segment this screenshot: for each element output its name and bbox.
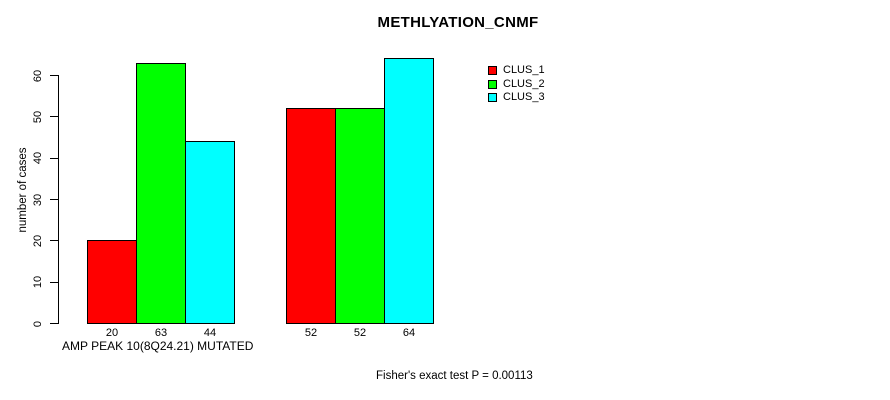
legend-label: CLUS_2 bbox=[503, 77, 545, 90]
y-tick-mark bbox=[50, 75, 58, 76]
y-tick-mark bbox=[50, 323, 58, 324]
legend-item: CLUS_2 bbox=[488, 77, 545, 90]
bar-clus_2-group1 bbox=[136, 62, 186, 324]
y-tick-mark bbox=[50, 157, 58, 159]
bar-clus_3-group2 bbox=[384, 58, 434, 324]
chart-title: METHLYATION_CNMF bbox=[377, 14, 539, 31]
bar-value-label: 20 bbox=[105, 327, 119, 339]
legend-swatch bbox=[488, 79, 497, 89]
x-axis-label: AMP PEAK 10(8Q24.21) MUTATED bbox=[62, 339, 254, 353]
bar-clus_1-group2 bbox=[286, 108, 336, 324]
legend-item: CLUS_3 bbox=[488, 91, 545, 104]
y-tick-mark bbox=[50, 116, 58, 118]
y-tick-mark bbox=[50, 240, 58, 242]
y-tick-label: 0 bbox=[32, 320, 44, 327]
y-tick-label: 60 bbox=[32, 69, 44, 82]
y-tick-label: 30 bbox=[32, 193, 44, 206]
bar-value-label: 63 bbox=[154, 327, 168, 339]
y-tick-label: 20 bbox=[32, 234, 44, 247]
legend-label: CLUS_1 bbox=[503, 64, 545, 77]
bar-clus_1-group1 bbox=[87, 240, 137, 324]
y-tick-label: 40 bbox=[32, 152, 44, 165]
y-tick-mark bbox=[50, 199, 58, 200]
bar-value-label: 52 bbox=[353, 327, 367, 339]
y-axis-line bbox=[58, 75, 59, 324]
bar-clus_3-group1 bbox=[185, 141, 235, 324]
bar-value-label: 64 bbox=[402, 327, 416, 339]
y-tick-label: 10 bbox=[32, 276, 44, 289]
bar-value-label: 44 bbox=[203, 327, 217, 339]
fisher-test-annotation: Fisher's exact test P = 0.00113 bbox=[376, 370, 533, 382]
legend-label: CLUS_3 bbox=[503, 90, 545, 103]
legend-item: CLUS_1 bbox=[488, 64, 545, 77]
y-tick-label: 50 bbox=[32, 110, 44, 123]
bar-clus_2-group2 bbox=[335, 108, 385, 324]
bar-value-label: 52 bbox=[304, 327, 318, 339]
legend: CLUS_1 CLUS_2 CLUS_3 bbox=[488, 64, 545, 104]
legend-swatch bbox=[488, 92, 497, 102]
legend-swatch bbox=[488, 66, 497, 76]
y-tick-mark bbox=[50, 281, 58, 283]
